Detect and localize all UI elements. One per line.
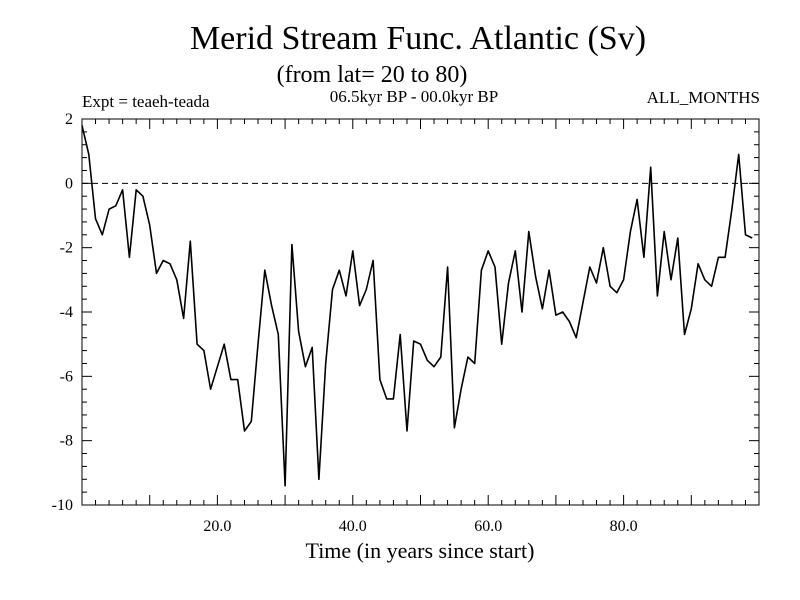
x-tick-label: 80.0 xyxy=(610,518,638,535)
y-tick-label: -6 xyxy=(60,368,73,385)
x-tick-label: 40.0 xyxy=(339,518,367,535)
y-tick-label: -8 xyxy=(60,433,73,450)
series-line xyxy=(81,125,753,487)
period-label: 06.5kyr BP - 00.0kyr BP xyxy=(330,87,498,106)
chart-title: Merid Stream Func. Atlantic (Sv) xyxy=(190,20,646,57)
axis-ticks xyxy=(82,119,759,505)
y-tick-label: 2 xyxy=(65,111,73,128)
plot-frame xyxy=(81,118,760,506)
x-axis-label: Time (in years since start) xyxy=(306,538,535,563)
x-tick-label: 60.0 xyxy=(474,518,502,535)
x-tick-label: 20.0 xyxy=(203,518,231,535)
tick-labels: 20.0 40.0 60.0 80.0 -10 -8 -6 -4 -2 0 2 xyxy=(52,111,638,535)
y-tick-label: 0 xyxy=(65,175,73,192)
experiment-label: Expt = teaeh-teada xyxy=(82,92,210,111)
chart-subtitle: (from lat= 20 to 80) xyxy=(277,62,468,88)
y-tick-label: -4 xyxy=(60,304,73,321)
y-tick-label: -10 xyxy=(52,497,73,514)
y-tick-label: -2 xyxy=(60,240,73,257)
months-label: ALL_MONTHS xyxy=(647,88,760,107)
